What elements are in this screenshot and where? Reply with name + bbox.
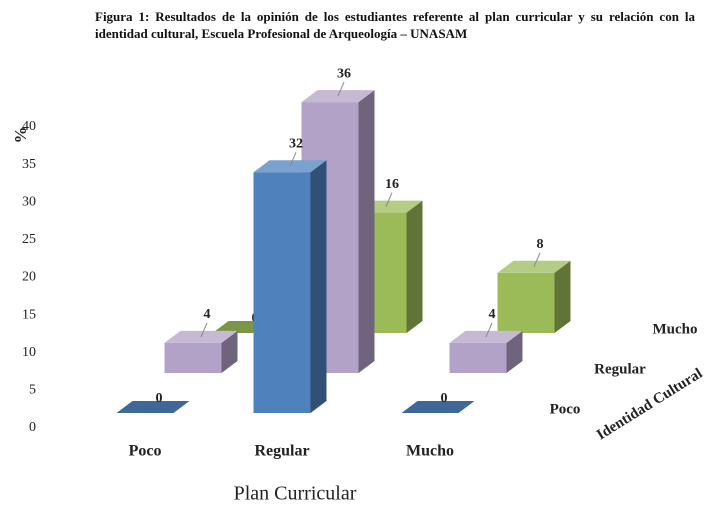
leader-line [485, 322, 493, 338]
y-tick-label: 10 [22, 345, 36, 360]
value-label: 32 [289, 136, 303, 151]
value-label: 0 [156, 391, 163, 406]
bar-side [506, 330, 523, 373]
bar-side [221, 330, 238, 373]
value-label: 4 [204, 307, 211, 322]
bar-side [406, 200, 423, 333]
depth-label: Poco [550, 401, 581, 417]
depth-label: Mucho [653, 321, 698, 337]
bar-side [310, 160, 327, 413]
x-axis-title: Plan Curricular [234, 483, 357, 505]
bar-side [554, 260, 571, 333]
value-label: 0 [441, 391, 448, 406]
bar-front [449, 342, 507, 373]
bar-top [401, 401, 475, 413]
value-label: 8 [537, 237, 544, 252]
x-tick-label: Regular [254, 443, 309, 460]
x-tick-label: Poco [129, 443, 162, 460]
leader-line [385, 192, 393, 207]
x-tick-label: Mucho [406, 443, 454, 460]
bar-front [164, 342, 222, 373]
y-tick-label: 0 [29, 420, 36, 435]
y-tick-label: 25 [22, 232, 36, 247]
leader-line [337, 81, 345, 97]
chart-title: Figura 1: Resultados de la opinión de lo… [95, 9, 695, 41]
y-axis-title: % [11, 127, 30, 144]
bar-side [358, 90, 375, 373]
y-tick-label: 5 [29, 383, 36, 398]
leader-line [533, 252, 541, 267]
y-tick-label: 15 [22, 307, 36, 322]
leader-line [289, 152, 297, 167]
leader-line [200, 322, 208, 338]
bar-front [497, 272, 555, 333]
bar-top [116, 401, 190, 413]
y-tick-label: 30 [22, 194, 36, 209]
bar-front [253, 172, 311, 413]
y-tick-label: 35 [22, 157, 36, 172]
y-tick-label: 40 [22, 119, 36, 134]
value-label: 4 [489, 307, 496, 322]
value-label: 36 [337, 66, 351, 81]
y-tick-label: 20 [22, 270, 36, 285]
depth-label: Regular [594, 361, 646, 377]
value-label: 16 [385, 177, 399, 192]
